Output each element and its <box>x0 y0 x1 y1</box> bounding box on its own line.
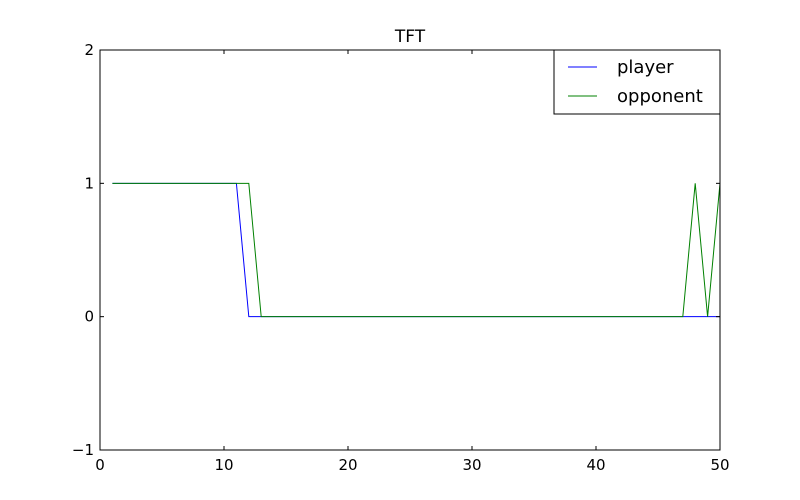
x-tick-label: 30 <box>462 456 481 474</box>
y-tick-label: −1 <box>72 441 94 459</box>
x-tick-label: 0 <box>95 456 105 474</box>
legend: player opponent <box>553 49 721 115</box>
y-tick-label: 1 <box>84 174 94 192</box>
x-tick-label: 50 <box>710 456 729 474</box>
y-tick-label: 0 <box>84 308 94 326</box>
legend-label-opponent: opponent <box>617 86 703 107</box>
series-line-player <box>112 182 720 318</box>
chart-title: TFT <box>394 27 426 47</box>
plot-lines <box>112 182 721 318</box>
legend-label-player: player <box>617 57 674 78</box>
legend-box <box>553 49 721 115</box>
x-tick-label: 20 <box>338 456 357 474</box>
x-tick-label: 40 <box>586 456 605 474</box>
y-tick-label: 2 <box>84 41 94 59</box>
plot-frame <box>99 49 721 451</box>
x-tick-label: 10 <box>214 456 233 474</box>
series-line-opponent <box>112 182 721 318</box>
